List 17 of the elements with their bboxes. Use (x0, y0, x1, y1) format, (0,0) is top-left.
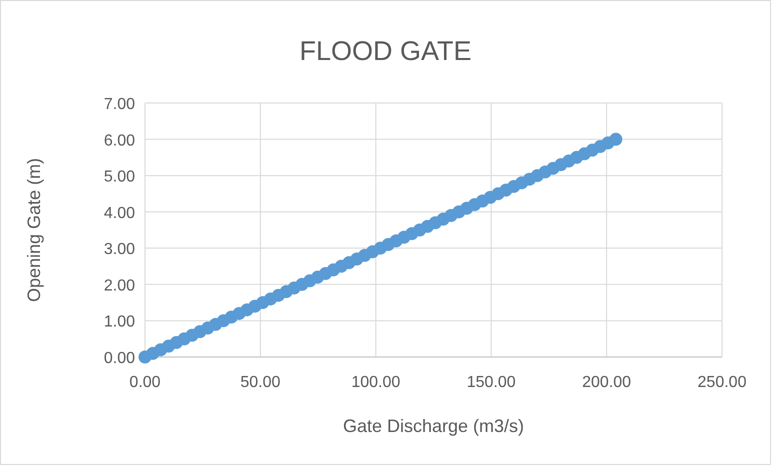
x-axis-title: Gate Discharge (m3/s) (342, 416, 524, 436)
y-tick-label: 4.00 (104, 204, 136, 222)
x-tick-label: 250.00 (698, 374, 747, 391)
y-tick-label: 5.00 (104, 168, 136, 186)
y-tick-label: 1.00 (104, 314, 136, 331)
x-tick-label: 50.00 (240, 374, 281, 391)
x-tick-label: 100.00 (351, 374, 400, 391)
y-axis-title: Opening Gate (m) (24, 158, 44, 302)
x-tick-label: 200.00 (582, 374, 632, 391)
chart-title: FLOOD GATE (299, 36, 472, 66)
y-tick-label: 6.00 (104, 132, 136, 150)
x-tick-label: 0.00 (129, 374, 161, 391)
y-tick-label: 7.00 (104, 96, 136, 113)
y-tick-label: 2.00 (104, 277, 136, 294)
x-tick-label: 150.00 (466, 374, 516, 391)
y-tick-label: 0.00 (104, 350, 136, 367)
y-tick-label: 3.00 (104, 241, 136, 258)
